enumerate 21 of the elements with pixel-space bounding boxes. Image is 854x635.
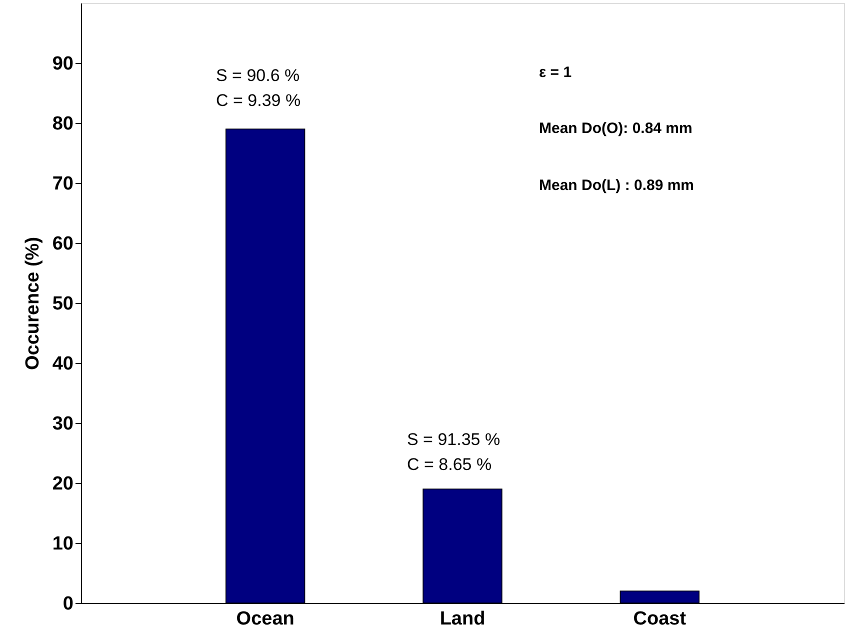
annotation: Mean Do(L) : 0.89 mm	[539, 177, 694, 194]
y-tick-label: 90	[52, 54, 74, 74]
y-tick-label: 50	[52, 294, 74, 314]
y-tick-label: 70	[52, 174, 74, 194]
annotation: ε = 1	[539, 64, 572, 81]
y-tick-label: 40	[52, 354, 74, 374]
annotation: C = 9.39 %	[216, 91, 301, 110]
x-tick-label: Ocean	[236, 608, 294, 630]
y-tick-label: 80	[52, 114, 74, 134]
y-tick-label: 10	[52, 534, 74, 554]
annotation: S = 90.6 %	[216, 66, 300, 85]
annotation: C = 8.65 %	[407, 455, 492, 474]
x-tick-label: Land	[440, 608, 486, 630]
annotation: Mean Do(O): 0.84 mm	[539, 120, 692, 137]
y-tick-label: 30	[52, 414, 74, 434]
y-tick-label: 60	[52, 234, 74, 254]
y-axis-title: Occurence (%)	[22, 236, 44, 370]
x-tick-label: Coast	[633, 608, 687, 630]
y-tick-label: 0	[62, 594, 74, 614]
y-tick-label: 20	[52, 474, 74, 494]
annotation: S = 91.35 %	[407, 430, 500, 449]
